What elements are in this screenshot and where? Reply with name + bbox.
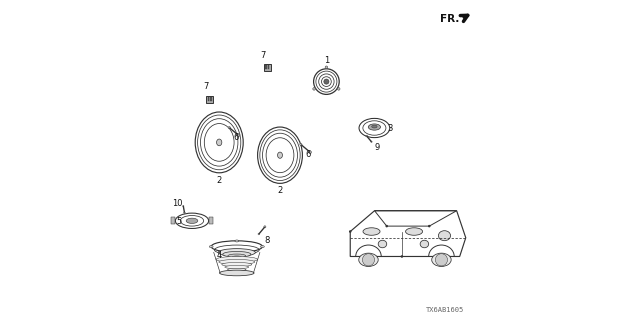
Ellipse shape [359, 253, 378, 267]
Circle shape [401, 255, 403, 258]
Ellipse shape [235, 251, 239, 253]
FancyBboxPatch shape [206, 96, 213, 103]
Circle shape [337, 88, 340, 90]
Ellipse shape [372, 125, 377, 128]
Text: 4: 4 [217, 252, 222, 260]
Circle shape [362, 254, 374, 266]
FancyBboxPatch shape [264, 64, 271, 71]
Ellipse shape [228, 254, 246, 258]
Text: 7: 7 [203, 82, 209, 91]
Bar [171, 218, 175, 224]
Circle shape [264, 226, 266, 228]
Ellipse shape [216, 139, 222, 146]
Bar [209, 218, 213, 224]
Text: FR.: FR. [440, 14, 460, 24]
Ellipse shape [220, 270, 254, 276]
Circle shape [385, 225, 388, 228]
Text: 8: 8 [264, 236, 270, 245]
Bar [207, 97, 209, 101]
Text: 3: 3 [387, 124, 392, 133]
Circle shape [182, 205, 184, 207]
Circle shape [428, 225, 431, 228]
Ellipse shape [216, 257, 257, 262]
Ellipse shape [222, 262, 252, 267]
Text: 6: 6 [305, 150, 310, 159]
Ellipse shape [378, 240, 387, 248]
Text: 5: 5 [177, 217, 182, 226]
Ellipse shape [232, 256, 241, 258]
Circle shape [184, 212, 185, 213]
Ellipse shape [432, 253, 451, 267]
Text: 6: 6 [234, 133, 239, 142]
Circle shape [371, 141, 372, 142]
Ellipse shape [186, 218, 198, 223]
Bar [265, 65, 267, 69]
Ellipse shape [218, 249, 255, 256]
Bar [210, 97, 212, 101]
Ellipse shape [420, 240, 429, 248]
Ellipse shape [209, 245, 213, 248]
Bar [268, 65, 269, 69]
Circle shape [313, 88, 316, 90]
Circle shape [366, 135, 367, 137]
Text: 2: 2 [216, 176, 222, 185]
Text: 9: 9 [375, 143, 380, 152]
Ellipse shape [406, 228, 422, 235]
Ellipse shape [438, 231, 451, 241]
Ellipse shape [219, 260, 255, 264]
Text: 2: 2 [277, 186, 283, 195]
Ellipse shape [368, 124, 381, 130]
Circle shape [237, 134, 240, 137]
Circle shape [325, 66, 328, 68]
Circle shape [258, 233, 260, 235]
Circle shape [349, 230, 351, 233]
Ellipse shape [228, 268, 246, 271]
Ellipse shape [223, 252, 251, 257]
Ellipse shape [278, 152, 282, 158]
Circle shape [435, 254, 447, 266]
Ellipse shape [235, 240, 239, 242]
Circle shape [324, 79, 329, 84]
Circle shape [300, 143, 302, 146]
Text: 1: 1 [324, 56, 330, 65]
Text: 10: 10 [172, 199, 183, 208]
Text: TX6AB1605: TX6AB1605 [426, 307, 464, 313]
Text: 7: 7 [260, 51, 266, 60]
Ellipse shape [260, 245, 264, 248]
Circle shape [228, 126, 230, 129]
Ellipse shape [363, 228, 380, 235]
Ellipse shape [225, 265, 249, 269]
Circle shape [308, 151, 312, 154]
